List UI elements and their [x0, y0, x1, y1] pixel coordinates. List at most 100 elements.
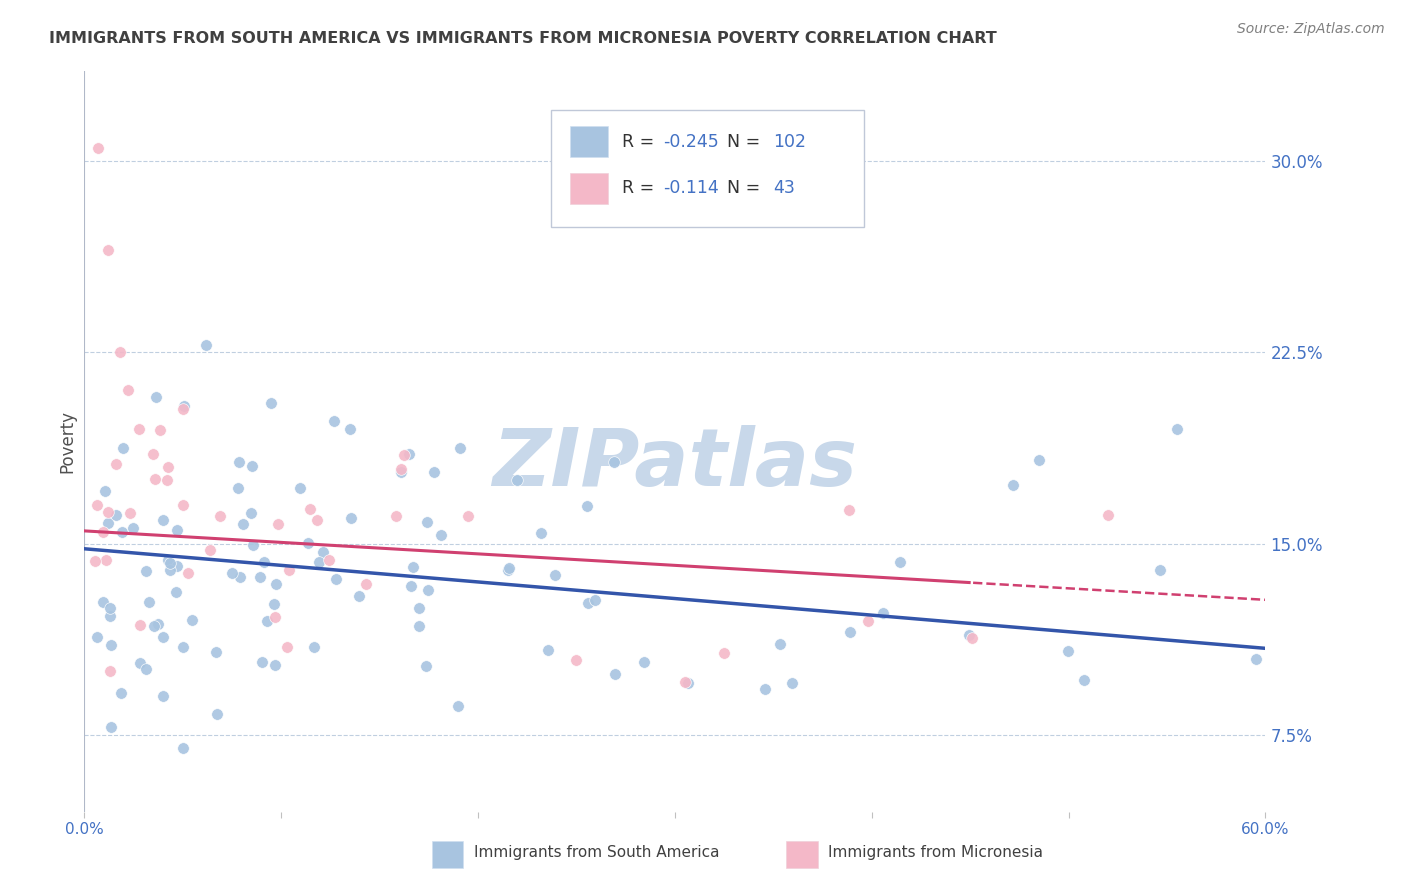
Point [1097, 508, 1119, 523]
Point [318, 553, 340, 567]
Point [498, 561, 520, 575]
Point [250, 655, 273, 669]
Point [537, 642, 560, 657]
Point [97, 516, 120, 531]
Text: Immigrants from Micronesia: Immigrants from Micronesia [828, 845, 1043, 860]
Point [576, 499, 599, 513]
Point [782, 676, 804, 690]
Point [240, 506, 263, 520]
Text: N =: N = [716, 179, 766, 197]
Point [84, 554, 107, 568]
Point [583, 593, 606, 607]
Point [93, 524, 115, 539]
Point [165, 584, 187, 599]
Text: N =: N = [716, 133, 766, 151]
Point [415, 659, 437, 673]
Point [156, 460, 179, 475]
Point [633, 655, 655, 669]
Point [143, 472, 166, 486]
Text: ZIPatlas: ZIPatlas [492, 425, 858, 503]
Point [962, 632, 984, 646]
Point [198, 543, 221, 558]
Point [449, 441, 471, 455]
Point [208, 508, 231, 523]
Point [229, 570, 252, 584]
Point [1057, 644, 1080, 658]
Point [152, 513, 174, 527]
Point [957, 628, 980, 642]
Point [263, 597, 285, 611]
Point [278, 563, 301, 577]
Point [340, 511, 363, 525]
Point [172, 402, 194, 417]
Point [100, 638, 122, 652]
Point [307, 513, 329, 527]
Point [148, 617, 170, 632]
Point [754, 681, 776, 696]
Point [98, 601, 121, 615]
Text: -0.114: -0.114 [664, 179, 718, 197]
Point [221, 566, 243, 580]
Point [149, 423, 172, 437]
Point [156, 473, 179, 487]
Point [138, 594, 160, 608]
Point [676, 676, 699, 690]
Point [142, 447, 165, 461]
Point [94, 552, 117, 566]
Point [416, 582, 439, 597]
Point [1244, 651, 1267, 665]
FancyBboxPatch shape [786, 840, 818, 868]
Point [408, 601, 430, 615]
Point [256, 615, 278, 629]
Point [603, 455, 626, 469]
Point [111, 441, 134, 455]
Point [242, 538, 264, 552]
Point [354, 577, 377, 591]
Point [159, 556, 181, 570]
Point [347, 589, 370, 603]
Point [172, 741, 194, 756]
Point [389, 465, 412, 479]
Text: R =: R = [621, 179, 659, 197]
Point [91, 595, 114, 609]
Point [263, 610, 285, 624]
Point [530, 526, 553, 541]
Point [98, 664, 121, 678]
Point [447, 698, 470, 713]
Point [195, 337, 218, 351]
Point [172, 499, 194, 513]
Point [145, 391, 167, 405]
Point [565, 653, 588, 667]
Point [392, 448, 415, 462]
Point [97, 243, 120, 257]
Point [87, 141, 110, 155]
Point [889, 555, 911, 569]
Point [308, 555, 330, 569]
Point [166, 559, 188, 574]
Text: 43: 43 [773, 179, 794, 197]
Text: IMMIGRANTS FROM SOUTH AMERICA VS IMMIGRANTS FROM MICRONESIA POVERTY CORRELATION : IMMIGRANTS FROM SOUTH AMERICA VS IMMIGRA… [49, 31, 997, 46]
Text: 102: 102 [773, 133, 806, 151]
Point [769, 637, 792, 651]
Point [839, 625, 862, 640]
Point [152, 630, 174, 644]
Point [205, 645, 228, 659]
Point [416, 516, 439, 530]
Point [1073, 673, 1095, 687]
Point [1028, 453, 1050, 467]
Point [97, 505, 120, 519]
Point [205, 707, 228, 722]
Point [713, 646, 735, 660]
Point [135, 564, 157, 578]
Point [94, 484, 117, 499]
Point [181, 613, 204, 627]
Point [177, 566, 200, 580]
Point [543, 568, 565, 582]
Point [398, 447, 420, 461]
Point [240, 458, 263, 473]
Point [312, 545, 335, 559]
Point [228, 481, 250, 495]
Point [159, 563, 181, 577]
Point [399, 579, 422, 593]
Point [496, 563, 519, 577]
